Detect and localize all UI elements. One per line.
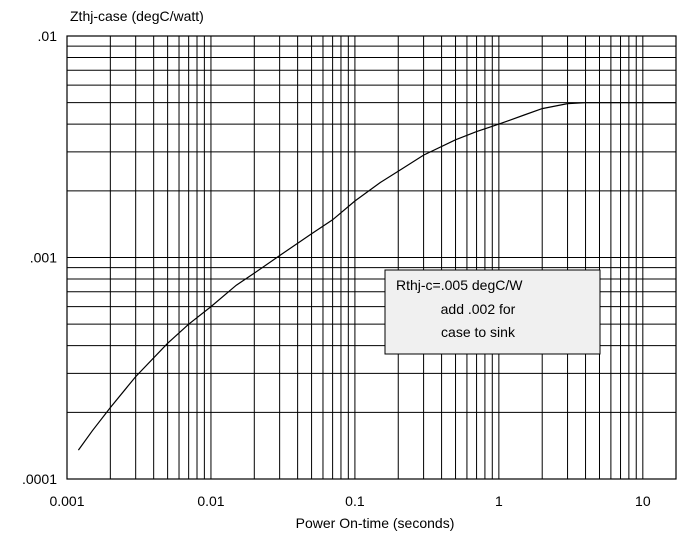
y-tick-label: .0001 (22, 471, 57, 487)
plot-frame (66, 35, 677, 480)
annotation-line-3: case to sink (441, 324, 516, 340)
x-tick-label: 1 (495, 493, 503, 509)
y-tick-labels: .01 .001 .0001 (22, 28, 57, 487)
y-axis-label: Zthj-case (degC/watt) (70, 8, 204, 24)
series-line (77, 102, 676, 451)
x-axis-label: Power On-time (seconds) (296, 515, 455, 531)
y-tick-label: .001 (30, 250, 57, 266)
annotation-box: Rthj-c=.005 degC/W add .002 for case to … (384, 269, 601, 355)
x-tick-label: 0.01 (197, 493, 224, 509)
y-tick-label: .01 (38, 28, 58, 44)
annotation-line-1: Rthj-c=.005 degC/W (396, 277, 523, 293)
x-tick-label: 0.1 (345, 493, 365, 509)
x-tick-label: 10 (635, 493, 651, 509)
x-tick-labels: 0.001 0.01 0.1 1 10 (49, 493, 650, 509)
x-tick-label: 0.001 (49, 493, 84, 509)
annotation-line-2: add .002 for (441, 301, 516, 317)
